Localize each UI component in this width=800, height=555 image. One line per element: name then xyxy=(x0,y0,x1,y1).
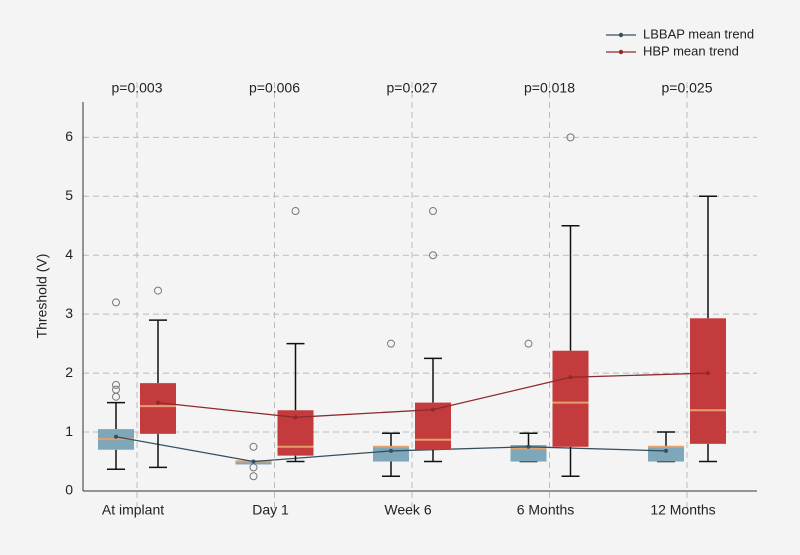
box xyxy=(552,350,589,447)
y-tick-label: 1 xyxy=(65,423,73,439)
mean-point xyxy=(568,375,573,380)
legend-label: HBP mean trend xyxy=(643,43,739,58)
y-tick-label: 0 xyxy=(65,482,73,498)
outlier xyxy=(429,251,437,260)
mean-point xyxy=(706,371,710,376)
y-tick-label: 2 xyxy=(65,364,73,380)
outlier xyxy=(112,392,120,401)
outlier xyxy=(429,207,437,216)
outlier xyxy=(112,298,120,307)
mean-point xyxy=(389,448,393,453)
y-tick-label: 5 xyxy=(65,187,73,203)
outlier xyxy=(291,207,300,216)
outlier xyxy=(566,133,575,142)
outlier xyxy=(249,472,258,481)
y-axis-label: Threshold (V) xyxy=(34,254,50,339)
legend-marker xyxy=(618,32,624,38)
x-tick-label: 6 Months xyxy=(517,502,575,518)
mean-point xyxy=(293,415,298,420)
mean-point xyxy=(156,400,160,405)
p-value: p=0.018 xyxy=(524,80,575,96)
p-value: p=0.003 xyxy=(112,80,163,96)
legend-label: LBBAP mean trend xyxy=(643,26,754,41)
p-value: p=0.027 xyxy=(387,80,438,96)
p-value: p=0.025 xyxy=(662,80,713,96)
mean-point xyxy=(526,444,531,449)
x-tick-label: 12 Months xyxy=(650,502,715,518)
mean-point xyxy=(431,407,435,412)
outlier xyxy=(112,385,120,394)
box xyxy=(140,383,176,434)
x-tick-label: At implant xyxy=(102,502,164,518)
y-tick-label: 3 xyxy=(65,305,73,321)
x-tick-label: Day 1 xyxy=(252,502,289,518)
x-tick-label: Week 6 xyxy=(384,502,431,518)
legend-marker xyxy=(618,49,624,55)
y-tick-label: 6 xyxy=(65,128,73,144)
p-value: p=0.006 xyxy=(249,80,300,96)
outlier xyxy=(154,286,162,295)
outlier xyxy=(387,339,395,348)
mean-point xyxy=(251,459,256,464)
box xyxy=(690,318,726,444)
outlier xyxy=(524,339,533,348)
mean-point xyxy=(664,448,668,453)
outlier xyxy=(112,380,120,389)
outlier xyxy=(249,442,258,451)
outlier xyxy=(249,463,258,472)
y-tick-label: 4 xyxy=(65,246,73,262)
mean-point xyxy=(114,434,118,439)
